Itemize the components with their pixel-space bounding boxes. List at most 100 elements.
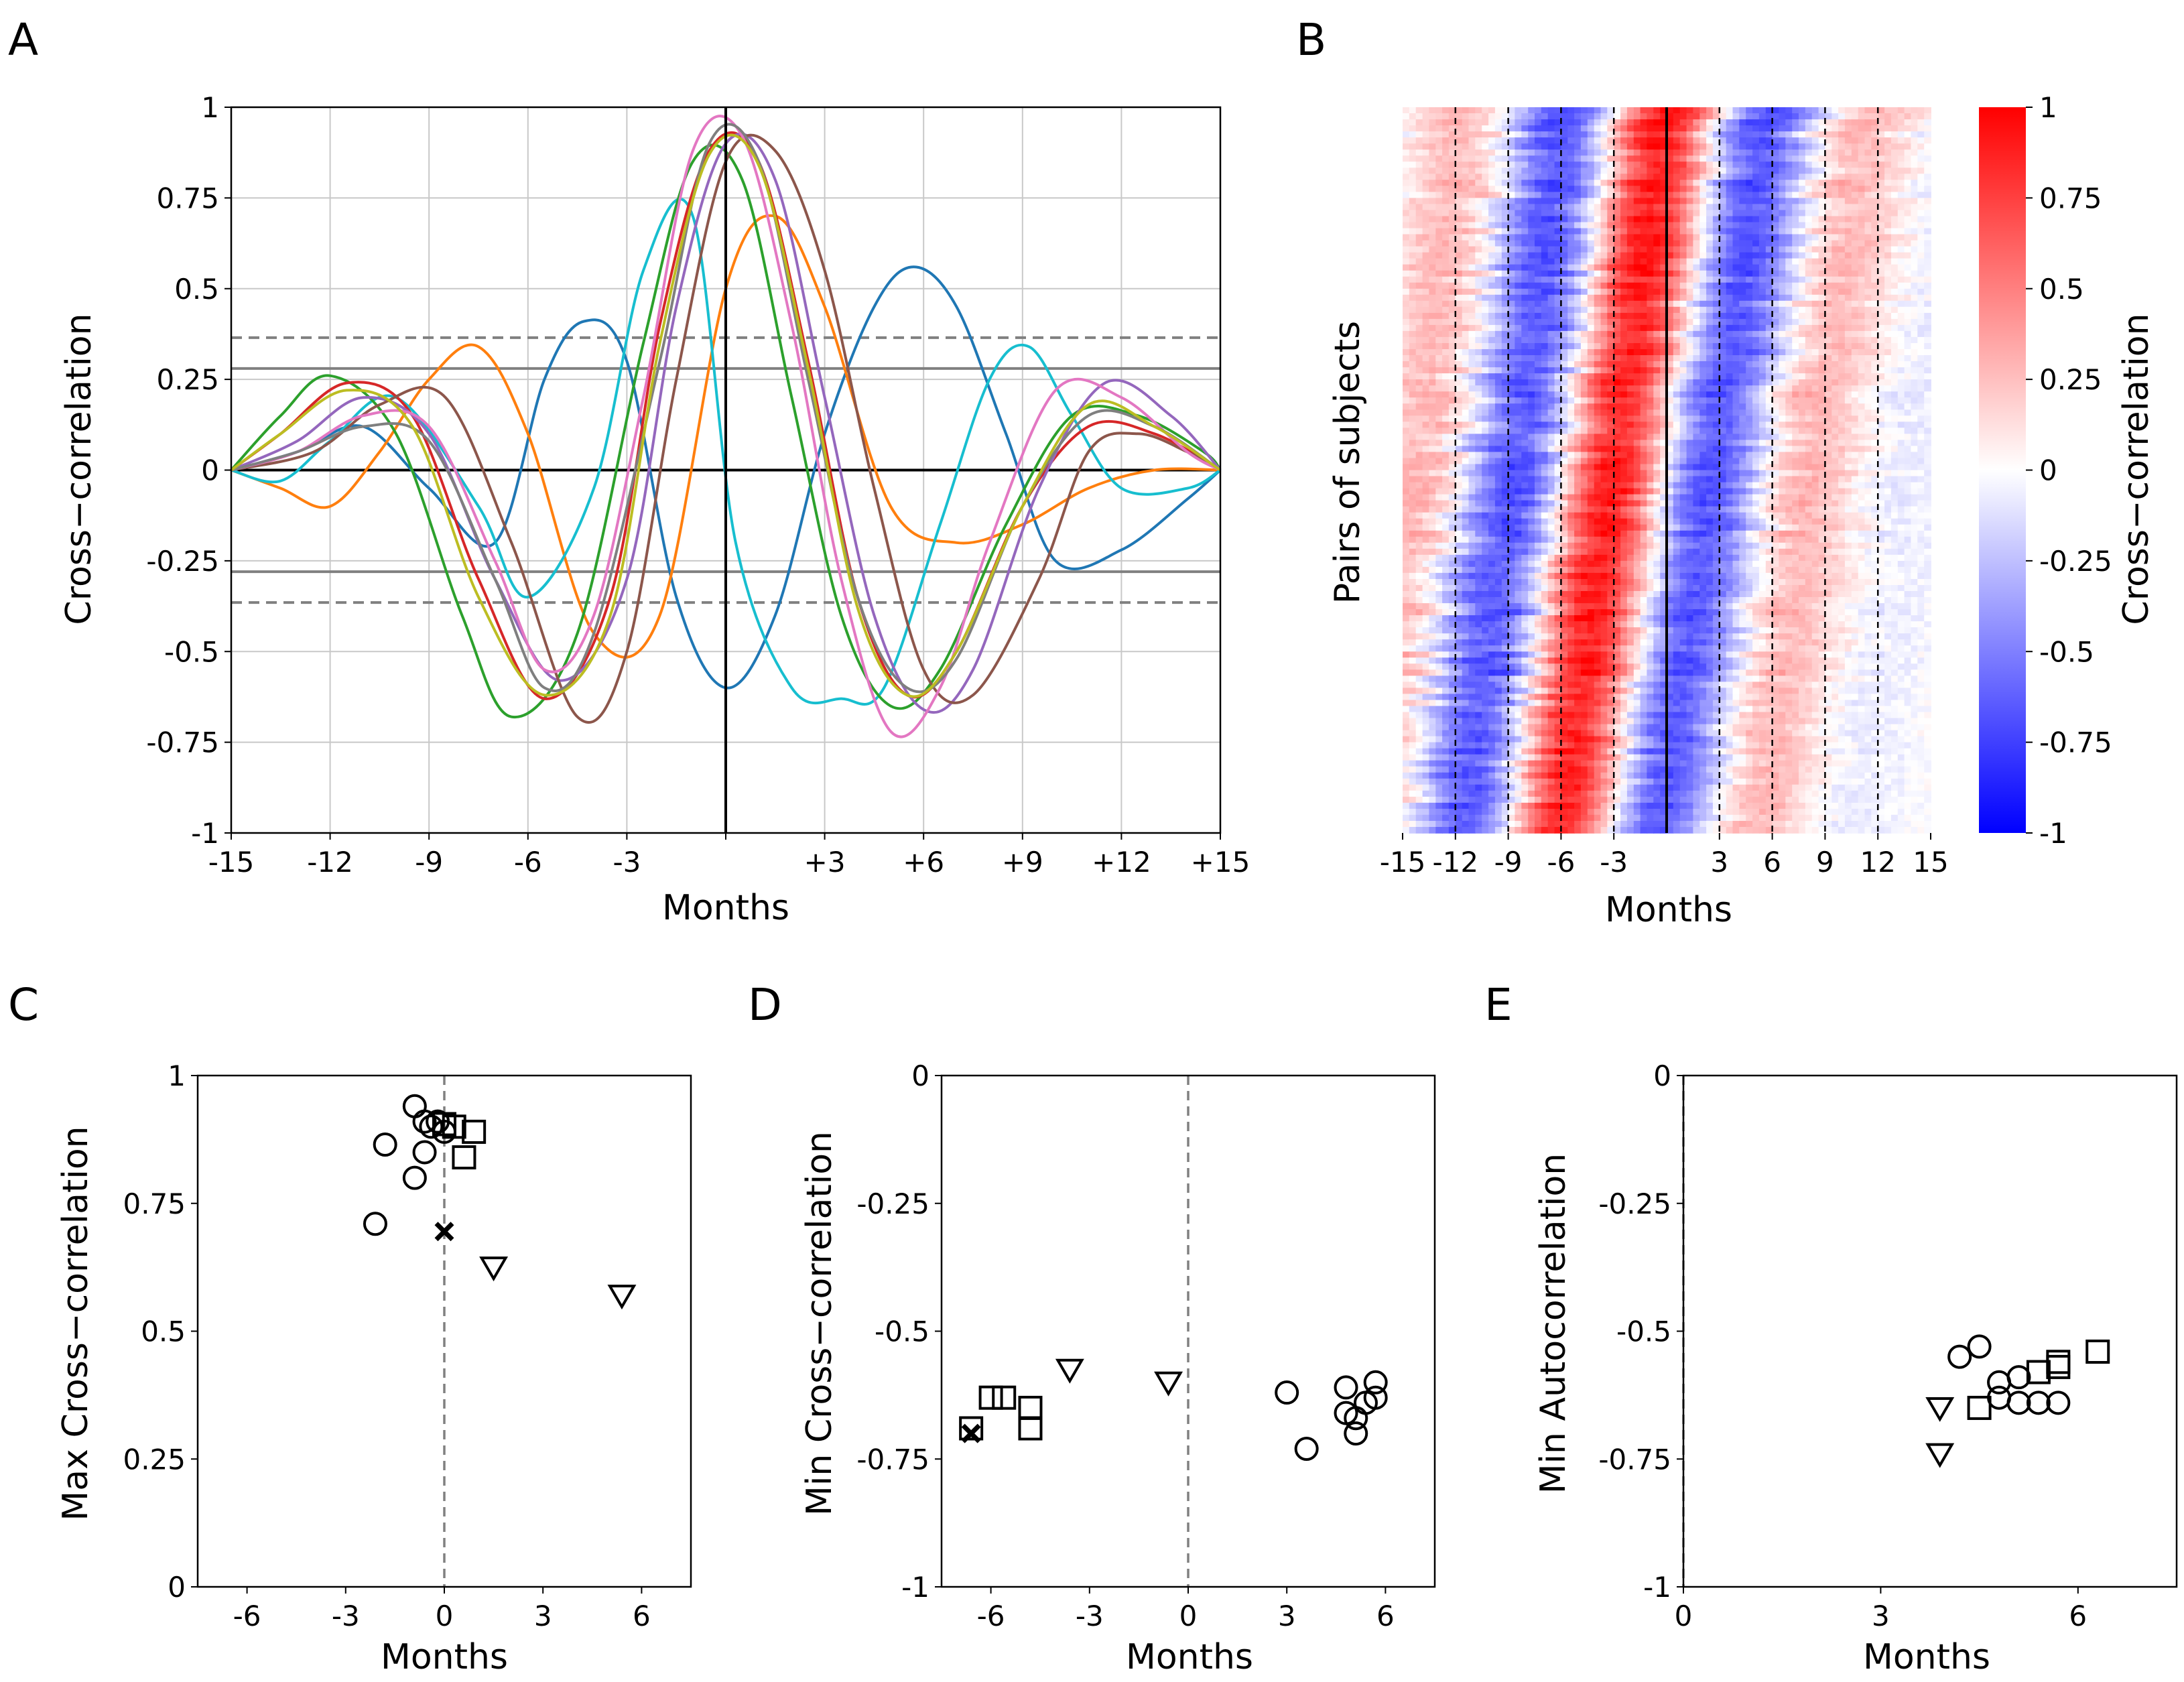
heatmap-cell [1409, 452, 1417, 459]
heatmap-cell [1832, 385, 1839, 392]
heatmap-cell [1811, 240, 1819, 247]
heatmap-cell [1792, 216, 1799, 223]
heatmap-cell [1614, 174, 1621, 181]
heatmap-cell [1415, 452, 1423, 459]
heatmap-cell [1594, 137, 1602, 144]
heatmap-cell [1858, 264, 1866, 271]
heatmap-cell [1799, 324, 1806, 332]
heatmap-cell [1838, 270, 1846, 277]
heatmap-cell [1772, 458, 1780, 465]
heatmap-cell [1706, 240, 1714, 247]
heatmap-cell [1897, 276, 1905, 283]
heatmap-cell [1712, 428, 1720, 435]
heatmap-cell [1501, 192, 1509, 199]
heatmap-cell [1864, 180, 1872, 187]
heatmap-cell [1541, 367, 1549, 374]
heatmap-cell [1897, 210, 1905, 217]
heatmap-cell [1587, 422, 1595, 429]
heatmap-cell [1626, 343, 1634, 350]
heatmap-cell [1765, 270, 1773, 277]
heatmap-cell [1547, 428, 1555, 435]
heatmap-cell [1785, 458, 1793, 465]
heatmap-cell [1858, 186, 1866, 193]
heatmap-cell [1924, 355, 1931, 362]
heatmap-cell [1468, 174, 1476, 181]
heatmap-cell [1719, 258, 1727, 265]
heatmap-cell [1792, 258, 1799, 265]
heatmap-cell [1415, 168, 1423, 175]
heatmap-cell [1541, 324, 1549, 332]
heatmap-cell [1455, 415, 1463, 423]
heatmap-cell [1620, 391, 1628, 398]
heatmap-cell [1772, 446, 1780, 453]
heatmap-cell [1878, 379, 1885, 386]
heatmap-cell [1811, 246, 1819, 253]
heatmap-cell [1561, 107, 1569, 114]
heatmap-cell [1904, 131, 1912, 138]
heatmap-cell [1521, 119, 1529, 126]
heatmap-cell [1673, 330, 1681, 338]
heatmap-cell [1640, 343, 1648, 350]
heatmap-cell [1501, 137, 1509, 144]
heatmap-cell [1818, 434, 1826, 441]
heatmap-cell [1871, 276, 1878, 283]
heatmap-cell [1673, 210, 1681, 217]
heatmap-cell [1574, 397, 1582, 404]
heatmap-cell [1884, 397, 1892, 404]
heatmap-cell [1521, 415, 1529, 423]
heatmap-cell [1600, 161, 1608, 168]
heatmap-cell [1799, 234, 1806, 241]
heatmap-cell [1693, 149, 1701, 156]
heatmap-cell [1878, 440, 1885, 447]
heatmap-cell [1884, 204, 1892, 211]
heatmap-cell [1851, 204, 1859, 211]
heatmap-cell [1442, 385, 1450, 392]
heatmap-cell [1422, 252, 1430, 259]
heatmap-cell [1673, 119, 1681, 126]
heatmap-cell [1858, 192, 1866, 199]
heatmap-cell [1515, 422, 1523, 429]
heatmap-cell [1653, 409, 1661, 417]
heatmap-cell [1779, 240, 1787, 247]
heatmap-cell [1805, 385, 1813, 392]
heatmap-cell [1858, 440, 1866, 447]
heatmap-cell [1528, 391, 1535, 398]
heatmap-cell [1422, 198, 1430, 205]
heatmap-cell [1482, 186, 1489, 193]
heatmap-cell [1488, 168, 1496, 175]
heatmap-cell [1594, 282, 1602, 289]
heatmap-cell [1811, 312, 1819, 320]
heatmap-cell [1561, 306, 1569, 314]
heatmap-cell [1890, 131, 1899, 138]
heatmap-cell [1620, 228, 1628, 235]
heatmap-cell [1686, 149, 1694, 156]
heatmap-cell [1805, 312, 1813, 320]
heatmap-cell [1752, 282, 1760, 289]
heatmap-cell [1647, 464, 1655, 471]
heatmap-cell [1851, 458, 1859, 465]
heatmap-cell [1482, 246, 1489, 253]
heatmap-cell [1765, 336, 1773, 344]
heatmap-cell [1462, 440, 1470, 447]
heatmap-cell [1508, 379, 1516, 386]
heatmap-cell [1435, 119, 1443, 126]
heatmap-cell [1917, 131, 1925, 138]
heatmap-cell [1475, 294, 1482, 302]
heatmap-cell [1758, 300, 1767, 308]
heatmap-cell [1521, 343, 1529, 350]
heatmap-cell [1924, 385, 1931, 392]
heatmap-cell [1521, 131, 1529, 138]
heatmap-cell [1805, 318, 1813, 326]
heatmap-cell [1574, 343, 1582, 350]
heatmap-cell [1818, 312, 1826, 320]
heatmap-cell [1779, 228, 1787, 235]
heatmap-cell [1851, 264, 1859, 271]
heatmap-cell [1574, 252, 1582, 259]
heatmap-cell [1415, 397, 1423, 404]
heatmap-cell [1640, 168, 1648, 175]
heatmap-cell [1726, 324, 1734, 332]
heatmap-cell [1435, 131, 1443, 138]
heatmap-cell [1620, 107, 1628, 114]
heatmap-cell [1706, 440, 1714, 447]
heatmap-cell [1858, 168, 1866, 175]
